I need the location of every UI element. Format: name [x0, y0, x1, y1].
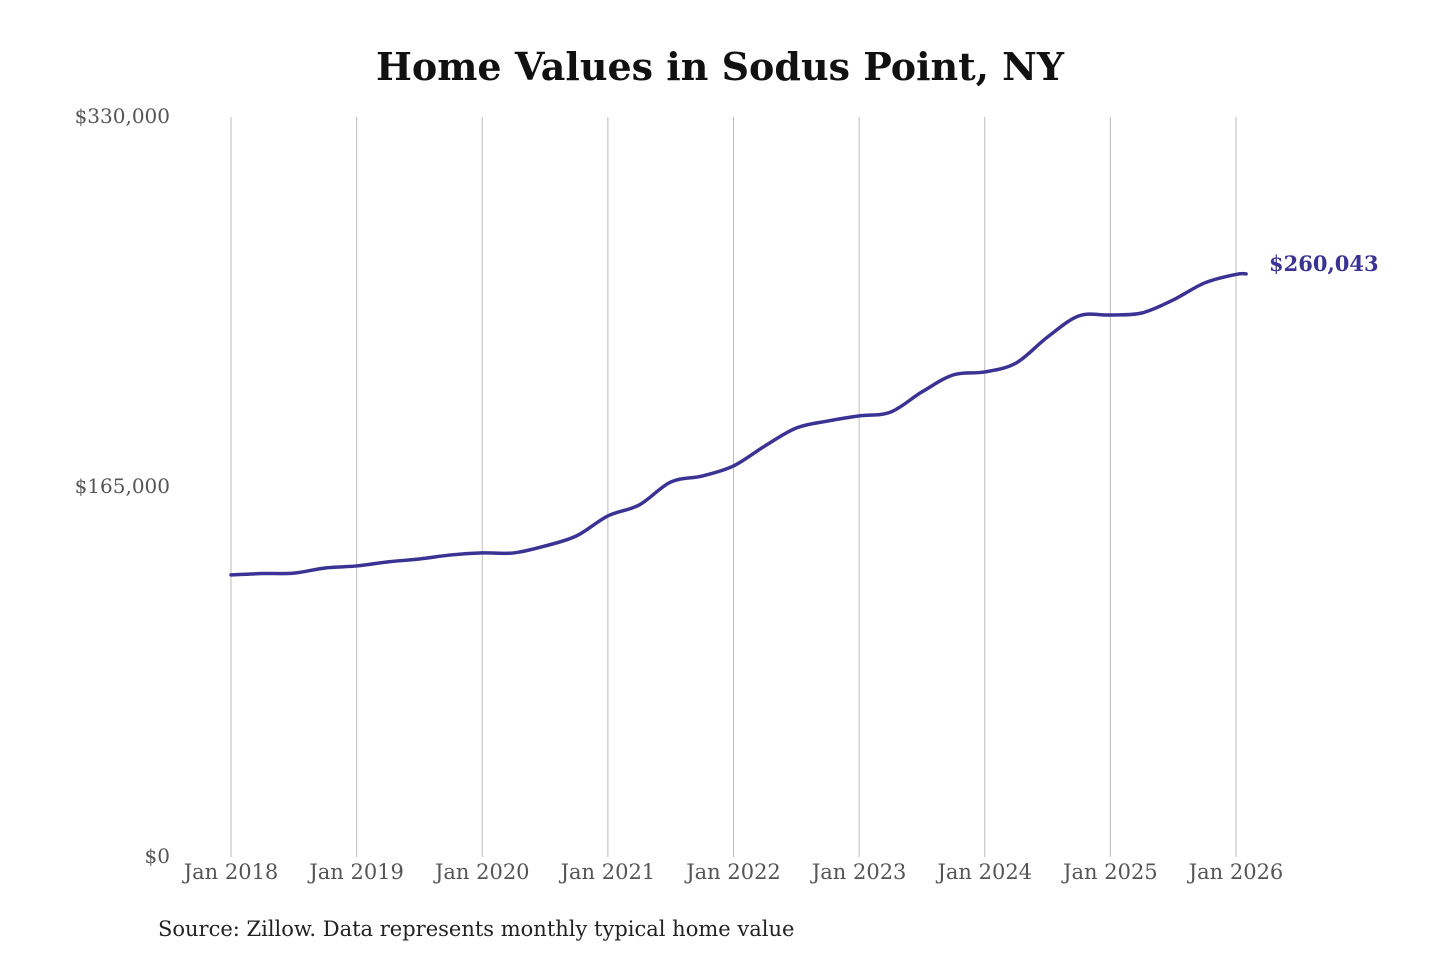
x-tick-label: Jan 2021	[559, 860, 656, 884]
y-tick-label: $0	[145, 844, 170, 868]
source-note: Source: Zillow. Data represents monthly …	[158, 917, 795, 941]
y-axis-ticks: $0 $165,000 $330,000	[75, 104, 170, 868]
x-tick-label: Jan 2020	[433, 860, 530, 884]
gridlines	[230, 117, 1237, 857]
x-tick-label: Jan 2023	[810, 860, 907, 884]
chart-title: Home Values in Sodus Point, NY	[375, 44, 1065, 89]
y-tick-label: $165,000	[75, 474, 170, 498]
x-tick-label: Jan 2022	[684, 860, 781, 884]
x-tick-label: Jan 2019	[307, 860, 404, 884]
x-tick-label: Jan 2018	[182, 860, 279, 884]
x-tick-label: Jan 2024	[935, 860, 1032, 884]
y-tick-label: $330,000	[75, 104, 170, 128]
x-tick-label: Jan 2026	[1187, 860, 1284, 884]
x-tick-label: Jan 2025	[1061, 860, 1158, 884]
series-line	[229, 271, 1248, 577]
end-value-label: $260,043	[1269, 251, 1379, 276]
x-axis-ticks: Jan 2018 Jan 2019 Jan 2020 Jan 2021 Jan 2022…	[182, 860, 1284, 884]
